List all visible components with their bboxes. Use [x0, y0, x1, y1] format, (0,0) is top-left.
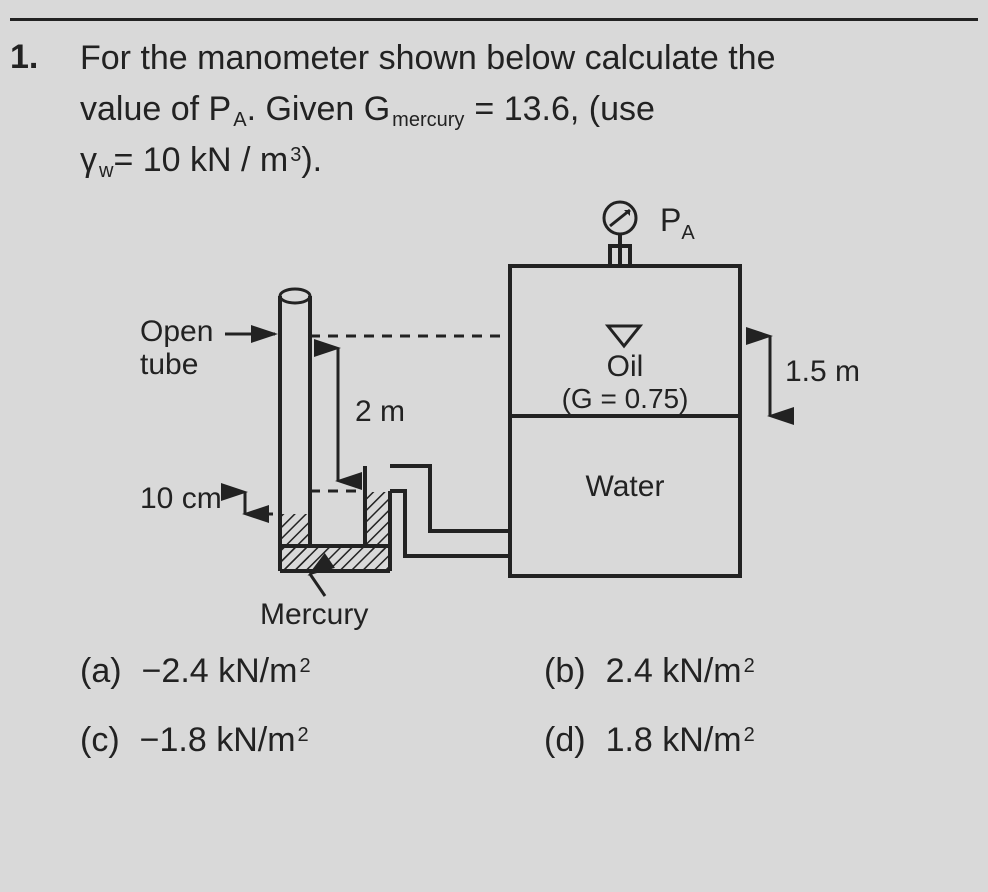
oil-label: Oil [607, 350, 644, 383]
option-b: (b) 2.4 kN/m 2 [544, 646, 978, 697]
option-c: (c) −1.8 kN/m 2 [80, 715, 514, 766]
question-number: 1. [10, 33, 80, 766]
option-value: 2.4 kN/m [606, 646, 742, 697]
open-label: Open [140, 315, 213, 348]
superscript: 3 [290, 140, 301, 170]
text: value of P [80, 84, 231, 135]
text: . Given G [247, 84, 391, 135]
dim-2m: 2 m [355, 395, 405, 428]
superscript: 2 [744, 720, 755, 750]
text: ). [301, 135, 322, 186]
prompt-line-3: γ w = 10 kN / m 3 ). [80, 135, 978, 186]
dim-10cm: 10 cm [140, 482, 222, 515]
option-label: (c) [80, 715, 120, 766]
subscript: A [233, 105, 246, 135]
option-label: (a) [80, 646, 122, 697]
tube-label: tube [140, 348, 198, 381]
option-label: (b) [544, 646, 586, 697]
pa-label: PA [660, 202, 695, 244]
text: = 10 kN / m [113, 135, 288, 186]
text: γ [80, 135, 97, 186]
superscript: 2 [298, 720, 309, 750]
dim-1-5m: 1.5 m [785, 355, 860, 388]
subscript: w [99, 156, 113, 186]
text: For the manometer shown below calculate … [80, 33, 775, 84]
options: (a) −2.4 kN/m 2 (b) 2.4 kN/m 2 (c) −1.8 … [80, 646, 978, 766]
subscript: mercury [392, 105, 464, 135]
option-label: (d) [544, 715, 586, 766]
option-value: 1.8 kN/m [606, 715, 742, 766]
superscript: 2 [299, 651, 310, 681]
text: = 13.6, (use [474, 84, 655, 135]
option-d: (d) 1.8 kN/m 2 [544, 715, 978, 766]
option-value: −2.4 kN/m [142, 646, 298, 697]
prompt-line-2: value of P A . Given G mercury = 13.6, (… [80, 84, 978, 135]
mercury-label: Mercury [260, 598, 368, 631]
manometer-diagram: PA Oil (G = 0.75) Water 1.5 m [80, 196, 900, 636]
prompt-line-1: For the manometer shown below calculate … [80, 33, 978, 84]
option-a: (a) −2.4 kN/m 2 [80, 646, 514, 697]
oil-sg: (G = 0.75) [562, 383, 689, 414]
option-value: −1.8 kN/m [140, 715, 296, 766]
superscript: 2 [744, 651, 755, 681]
water-label: Water [586, 470, 665, 503]
